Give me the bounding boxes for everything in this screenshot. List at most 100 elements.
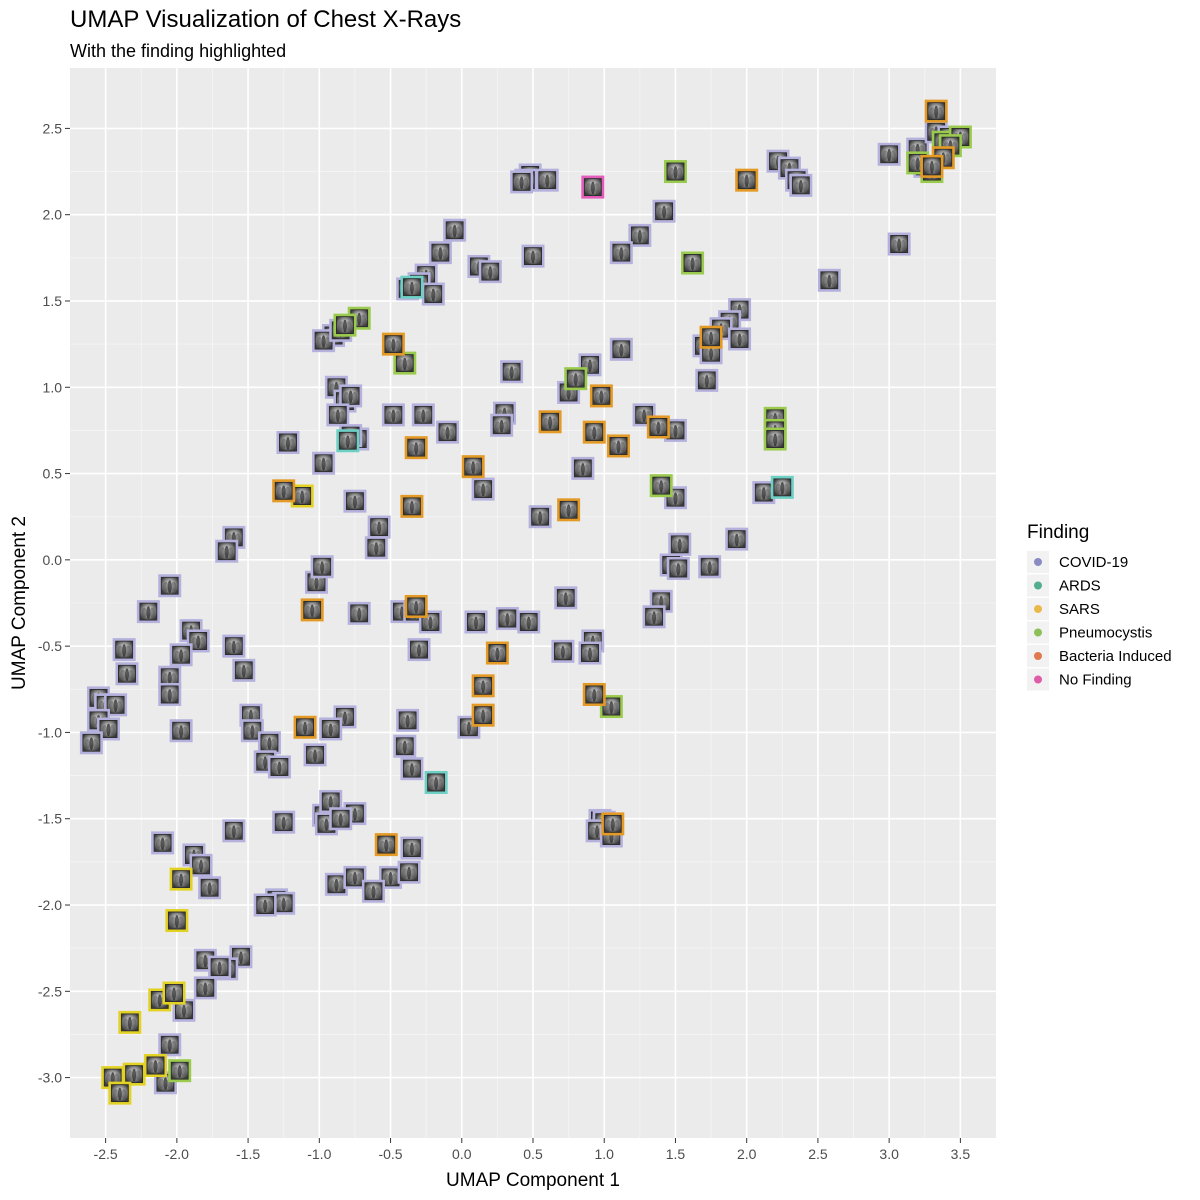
xray-point (571, 456, 595, 480)
xray-point (257, 731, 281, 755)
xray-point (312, 451, 336, 475)
x-tick-label: -2.0 (165, 1146, 189, 1162)
xray-point (168, 1059, 192, 1083)
xray-point (564, 367, 588, 391)
xray-point (789, 173, 813, 197)
xray-point (763, 427, 787, 451)
x-tick-label: -1.5 (236, 1146, 260, 1162)
xray-point (143, 1054, 167, 1078)
x-tick-label: 2.0 (737, 1146, 757, 1162)
xray-point (471, 703, 495, 727)
xray-point (404, 594, 428, 618)
xray-point (393, 734, 417, 758)
xray-point (666, 556, 690, 580)
legend: Finding COVID-19 ARDS SARS Pneumocystis Bact… (1027, 522, 1172, 691)
y-tick-label: 1.5 (43, 293, 63, 309)
xray-point (646, 415, 670, 439)
xray-point (471, 674, 495, 698)
xray-point (464, 610, 488, 634)
xray-point (169, 719, 193, 743)
xray-point (293, 715, 317, 739)
xray-point (887, 232, 911, 256)
xray-point (424, 770, 448, 794)
xray-point (300, 598, 324, 622)
xray-point (276, 431, 300, 454)
xray-point (428, 241, 452, 265)
xray-point (169, 867, 193, 891)
xray-point (272, 479, 296, 503)
x-tick-label: 0.5 (523, 1146, 543, 1162)
y-tick-label: -1.0 (38, 724, 62, 740)
series-bacteria-induced (272, 99, 955, 857)
xray-point (535, 168, 559, 192)
xray-point (698, 555, 722, 579)
x-tick-label: -2.5 (94, 1146, 118, 1162)
x-axis-title: UMAP Component 1 (446, 1170, 620, 1191)
xray-point (381, 403, 405, 427)
y-tick-label: -3.0 (38, 1070, 62, 1086)
xray-point (642, 605, 666, 629)
xray-point (396, 708, 420, 732)
xray-point (400, 275, 424, 299)
xray-point (495, 607, 519, 631)
xray-point (272, 891, 296, 915)
xray-point (752, 481, 776, 505)
xray-point (877, 142, 901, 166)
x-tick-label: -0.5 (378, 1146, 402, 1162)
series-sars (101, 484, 314, 1105)
xray-point (397, 860, 421, 884)
xray-point (367, 515, 391, 539)
xray-point (725, 527, 749, 551)
xray-point (198, 876, 222, 900)
xray-point (112, 638, 136, 662)
xray-point (557, 498, 581, 522)
xray-point (770, 475, 794, 499)
xray-point (193, 976, 217, 1000)
xray-point (628, 223, 652, 247)
xray-point (136, 600, 160, 624)
xray-point (158, 1033, 182, 1057)
xray-point (490, 413, 514, 437)
xray-point (169, 643, 193, 667)
x-tick-label: 3.5 (951, 1146, 971, 1162)
x-tick-label: 2.5 (808, 1146, 828, 1162)
xray-point (339, 384, 363, 408)
xray-point (343, 489, 367, 513)
y-axis-ticks: -3.0 -2.5 -2.0 -1.5 -1.0 -0.5 0.0 0.5 1.0 1.5 2.0 2… (38, 120, 70, 1086)
xray-point (222, 634, 246, 658)
xray-point (310, 555, 334, 579)
xray-point (319, 717, 343, 741)
xray-point (554, 586, 578, 610)
xray-point (151, 831, 175, 855)
xray-point (253, 893, 277, 917)
xray-point (735, 168, 759, 192)
xray-point (582, 420, 606, 444)
xray-point (272, 810, 296, 834)
legend-label: Bacteria Induced (1059, 648, 1172, 665)
xray-point (319, 789, 343, 813)
xray-point (172, 998, 196, 1022)
xray-point (326, 403, 350, 427)
y-axis-title: UMAP Component 2 (9, 516, 30, 690)
x-tick-label: 1.0 (594, 1146, 614, 1162)
xray-point (158, 665, 182, 689)
xray-point (924, 99, 948, 123)
xray-point (500, 360, 524, 384)
xray-point (663, 160, 687, 184)
x-axis-ticks: -2.5 -2.0 -1.5 -1.0 -0.5 0.0 0.5 1.0 1.5 2.0 2.5 3.… (94, 1138, 971, 1162)
series-covid-19 (79, 120, 961, 1095)
legend-dot (1034, 652, 1042, 660)
xray-point (521, 244, 545, 268)
xray-point (421, 282, 445, 306)
xray-point (551, 639, 575, 663)
xray-point (601, 812, 625, 836)
xray-point (347, 601, 371, 625)
legend-item: Pneumocystis (1027, 621, 1152, 644)
xray-point (407, 638, 431, 662)
xray-point (699, 325, 723, 349)
x-tick-label: 1.5 (666, 1146, 686, 1162)
xray-point (336, 429, 360, 453)
xray-point (609, 241, 633, 265)
legend-dot (1034, 581, 1042, 590)
legend-label: SARS (1059, 601, 1100, 618)
